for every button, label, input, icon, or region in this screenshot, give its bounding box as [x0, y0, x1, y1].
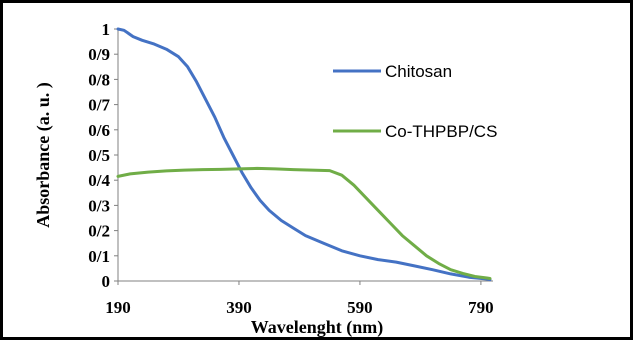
y-tick-label: 0/8: [88, 70, 110, 89]
y-tick-label: 0/2: [88, 222, 110, 241]
legend-label: Chitosan: [385, 62, 452, 81]
x-tick-label: 390: [226, 298, 252, 317]
y-tick-label: 0/5: [88, 146, 110, 165]
x-axis-title: Wavelenght (nm): [251, 317, 384, 338]
x-tick-label: 190: [105, 298, 131, 317]
legend: Chitosan Co-THPBP/CS: [333, 62, 497, 141]
series-lines: [116, 27, 492, 282]
tick-labels: 0 0/1 0/2 0/3 0/4 0/5 0/6 0/7 0/8 0/9 1 190 390 590 79…: [88, 20, 493, 317]
legend-label: Co-THPBP/CS: [385, 122, 497, 141]
absorbance-chart: 0 0/1 0/2 0/3 0/4 0/5 0/6 0/7 0/8 0/9 1 190 390 590 79…: [33, 20, 497, 338]
x-tick-label: 590: [347, 298, 373, 317]
y-tick-label: 0/9: [88, 45, 110, 64]
series-line-co-thpbp-cs: [116, 166, 492, 280]
y-tick-label: 0/4: [88, 171, 110, 190]
y-tick-label: 0/1: [88, 247, 110, 266]
x-tick-label: 790: [468, 298, 494, 317]
y-axis-title: Absorbance (a. u. ): [33, 82, 54, 228]
y-tick-label: 0/3: [88, 196, 110, 215]
y-tick-label: 1: [102, 20, 111, 39]
y-tick-label: 0/6: [88, 121, 110, 140]
y-tick-label: 0: [102, 272, 111, 291]
axes: [114, 28, 493, 285]
y-tick-label: 0/7: [88, 96, 110, 115]
series-line-chitosan: [116, 27, 492, 282]
